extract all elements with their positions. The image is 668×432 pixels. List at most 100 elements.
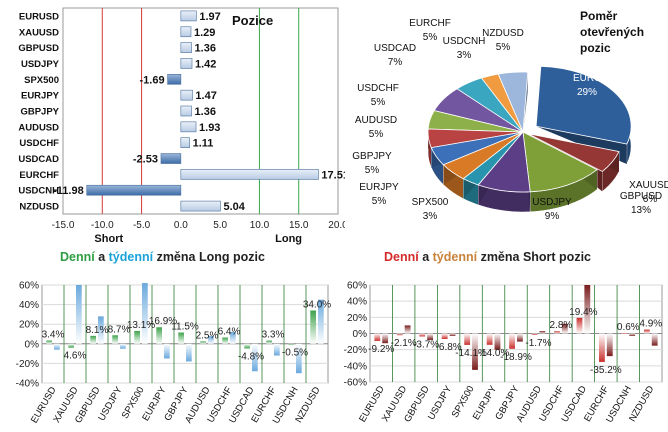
weekly-bar-gbpusd <box>98 316 104 344</box>
data-label-eurjpy: 16.9% <box>149 316 177 327</box>
category-label-gbpjpy: GBPJPY <box>20 107 59 118</box>
daily-bar-gbpusd <box>90 335 96 344</box>
value-label-audusd: 1.93 <box>199 122 220 134</box>
category-label-eurchf: EURCHF <box>19 170 59 181</box>
weekly-bar-gbpjpy <box>517 333 523 342</box>
value-label-gbpjpy: 1.36 <box>195 106 216 118</box>
weekly-bar-nzdusd <box>318 299 324 344</box>
plot-frame <box>62 7 339 215</box>
positions-title: Pozice <box>232 13 273 28</box>
pie-slice-top <box>535 65 632 145</box>
daily-bar-usdcad <box>576 317 583 334</box>
data-label-audusd: -1.7% <box>525 338 551 349</box>
value-label-xauusd: 1.29 <box>194 27 215 39</box>
bar-eurjpy <box>180 89 193 101</box>
pie-percent-eurjpy: 5% <box>372 196 387 207</box>
weekly-bar-spx500 <box>142 283 148 344</box>
category-label-usdcnh: USDCNH <box>18 186 59 197</box>
long-changes-chart: Denní a týdenní změna Long pozic 60% 40% 20… <box>16 250 332 426</box>
pie-percent-audusd: 5% <box>369 129 384 140</box>
value-label-spx500: -1.69 <box>140 74 165 86</box>
pie-slice-top <box>522 131 598 193</box>
value-label-usdjpy: 1.42 <box>195 58 216 70</box>
open-positions-pie-chart: EURUSD 29% XAUUSD 6%GBPUSD 13% USDJPY 9% SPX500… <box>352 9 668 222</box>
x-tick-label: 20.0 <box>328 220 345 231</box>
bar-gbpusd <box>180 42 192 53</box>
y-tick-label: 0% <box>353 329 368 340</box>
x-tick-label: -10.0 <box>91 220 114 231</box>
data-label-usdjpy: 8.7% <box>108 324 131 335</box>
daily-bar-xauusd <box>68 343 74 348</box>
data-label-eurusd: -9.2% <box>368 344 394 355</box>
category-label-eurjpy: EURJPY <box>21 91 60 102</box>
pie-label-spx500: SPX500 <box>412 197 449 208</box>
value-label-eurusd: 1.97 <box>199 11 220 23</box>
pie-slice-gbpusd <box>522 131 598 213</box>
y-tick-label: 40% <box>19 300 39 311</box>
positions-chart-panel: EURUSD 1.97 XAUUSD 1.29 GBPUSD 1.36 USDJPY 1.42… <box>0 0 345 246</box>
bar-usdchf <box>180 137 190 148</box>
pie-percent-usdcnh: 3% <box>457 50 472 61</box>
pie-label-usdcnh: USDCNH <box>443 36 486 47</box>
daily-bar-usdjpy <box>441 333 448 339</box>
value-label-eurchf: 17.51 <box>321 169 345 181</box>
bar-spx500 <box>167 74 182 85</box>
pie-label-eurjpy: EURJPY <box>359 182 399 193</box>
daily-bar-usdchf <box>222 337 228 344</box>
pie-label-xauusd: XAUUSD <box>629 180 668 191</box>
data-label-nzdusd: 4.9% <box>639 319 662 330</box>
daily-bar-gbpusd <box>419 333 426 337</box>
value-label-usdchf: 1.11 <box>193 138 214 150</box>
weekly-bar-gbpjpy <box>186 343 192 362</box>
data-label-gbpjpy: 11.5% <box>171 322 199 333</box>
daily-bar-nzdusd <box>643 329 650 334</box>
data-label-gbpusd: -3.7% <box>413 339 439 350</box>
weekly-bar-xauusd <box>404 325 411 334</box>
weekly-bar-spx500 <box>472 333 478 370</box>
weekly-bar-usdcnh <box>296 343 302 374</box>
pie-percent-usdcad: 7% <box>388 57 403 68</box>
data-label-spx500: -14.1% <box>455 348 487 359</box>
x-tick-label: 15.0 <box>289 220 309 231</box>
value-label-eurjpy: 1.47 <box>195 90 216 102</box>
short-changes-panel: Denní a týdenní změna Short pozic 60% 40% 2… <box>334 240 668 432</box>
positions-chart: EURUSD 1.97 XAUUSD 1.29 GBPUSD 1.36 USDJPY 1.42… <box>18 7 345 245</box>
data-label-audusd: 2.5% <box>196 330 219 341</box>
data-label-usdcnh: -0.5% <box>282 347 308 358</box>
pie-percent-eurusd: 29% <box>577 87 597 98</box>
data-label-usdcad: 19.4% <box>569 307 597 318</box>
y-tick-label: -20% <box>344 345 367 356</box>
y-tick-label: -40% <box>344 361 367 372</box>
plot-frame <box>41 284 329 384</box>
daily-bar-usdcnh <box>288 343 294 345</box>
data-label-eurusd: 3.4% <box>42 329 65 340</box>
category-label-nzdusd: NZDUSD <box>19 202 59 213</box>
pie-percent-nzdusd: 5% <box>496 42 511 53</box>
pie-label-eurusd: EURUSD <box>573 73 615 84</box>
weekly-bar-audusd <box>539 331 546 334</box>
data-label-usdcad: -4.8% <box>238 352 264 363</box>
weekly-bar-nzdusd <box>651 333 658 346</box>
pie-percent-eurchf: 5% <box>423 32 438 43</box>
pie-label-usdjpy: USDJPY <box>532 197 572 208</box>
data-label-eurjpy: -14.0% <box>478 348 510 359</box>
daily-bar-usdcnh <box>621 333 628 335</box>
daily-bar-eurchf <box>599 333 605 362</box>
data-label-eurchf: 3.3% <box>262 330 285 341</box>
weekly-bar-usdjpy <box>449 333 456 336</box>
x-tick-label: 0.0 <box>174 220 188 231</box>
short-label: Short <box>94 233 123 245</box>
bar-usdjpy <box>180 58 193 69</box>
y-tick-label: 20% <box>347 313 367 324</box>
weekly-bar-eurusd <box>382 333 389 344</box>
bar-nzdusd <box>180 200 221 212</box>
bar-eurchf <box>180 169 319 180</box>
y-tick-label: -40% <box>16 379 39 390</box>
daily-bar-audusd <box>531 333 538 335</box>
weekly-bar-usdcnh <box>629 333 636 336</box>
bar-usdcad <box>160 153 182 164</box>
weekly-bar-audusd <box>208 335 214 344</box>
x-tick-label: -5.0 <box>133 220 151 231</box>
category-label-spx500: SPX500 <box>24 75 59 86</box>
data-label-gbpusd: 8.1% <box>86 325 109 336</box>
